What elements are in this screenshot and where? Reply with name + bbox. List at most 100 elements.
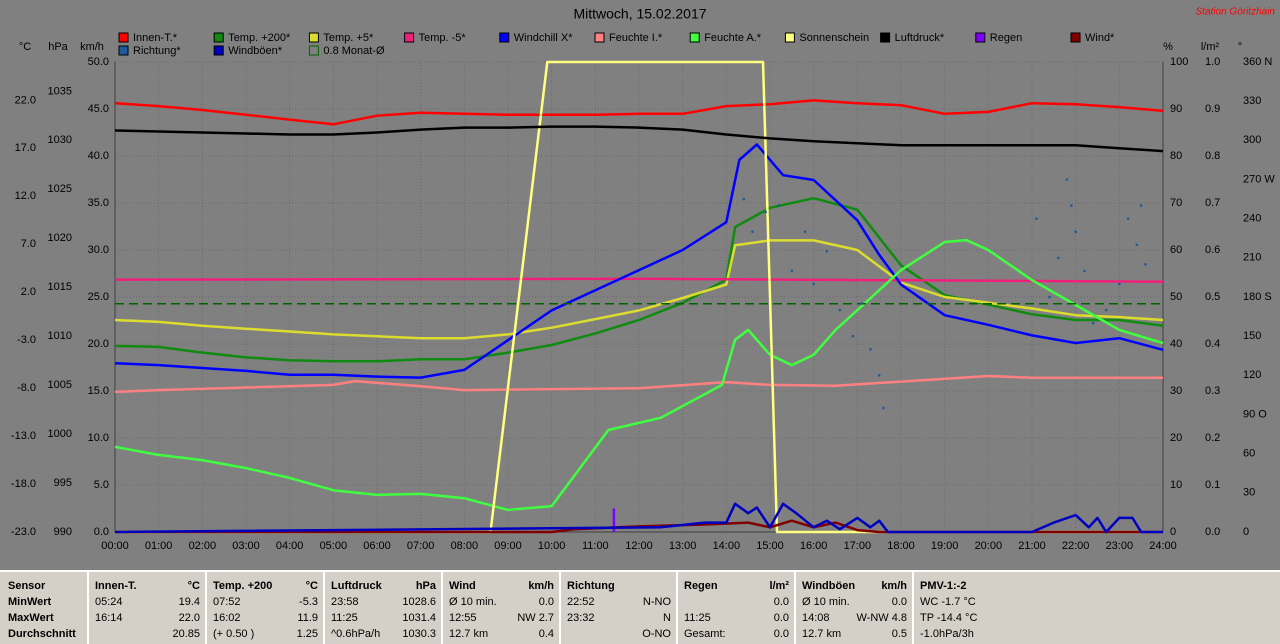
y-tick-label: 35.0 xyxy=(88,197,109,209)
legend-label: Windböen* xyxy=(228,45,283,57)
x-tick-label: 23:00 xyxy=(1106,540,1134,552)
table-cell: 05:24 xyxy=(95,596,123,608)
table-cell: ^0.6hPa/h xyxy=(331,628,380,640)
direction-point xyxy=(1144,263,1147,266)
x-tick-label: 20:00 xyxy=(975,540,1003,552)
direction-point xyxy=(1135,243,1139,247)
table-cell: 0.0 xyxy=(774,596,789,608)
table-cell: 23:58 xyxy=(331,596,359,608)
y-tick-label: 30 xyxy=(1243,487,1255,499)
direction-point xyxy=(838,308,842,312)
table-cell: Innen-T. xyxy=(95,580,137,592)
y-tick-label: 20 xyxy=(1170,432,1182,444)
table-cell: 16:02 xyxy=(213,612,241,624)
direction-point xyxy=(1065,178,1069,181)
table-cell: Temp. +200 xyxy=(213,580,272,592)
table-cell: MaxWert xyxy=(8,612,54,624)
y-tick-label: 5.0 xyxy=(94,479,109,491)
y-tick-label: 0.1 xyxy=(1205,479,1220,491)
table-cell: 0.0 xyxy=(774,612,789,624)
direction-point xyxy=(877,374,881,377)
direction-point xyxy=(1104,308,1108,312)
y-tick-label: -13.0 xyxy=(11,430,36,442)
table-cell: hPa xyxy=(416,580,437,592)
table-cell: O-NO xyxy=(642,628,671,640)
y-tick-label: 25.0 xyxy=(88,291,109,303)
table-cell: Gesamt: xyxy=(684,628,726,640)
y-tick-label: 150 xyxy=(1243,330,1261,342)
table-cell: 19.4 xyxy=(179,596,200,608)
y-tick-label: 0.0 xyxy=(1205,526,1220,538)
direction-point xyxy=(882,406,885,410)
table-cell: TP -14.4 °C xyxy=(920,612,977,624)
table-cell: 1031.4 xyxy=(402,612,436,624)
table-cell: Wind xyxy=(449,580,476,592)
direction-point xyxy=(1126,217,1130,220)
y-tick-label: 0 xyxy=(1243,526,1249,538)
table-cell: PMV-1:-2 xyxy=(920,580,966,592)
y-tick-label: 30.0 xyxy=(88,244,109,256)
direction-point xyxy=(869,347,872,351)
y-tick-label: 60 xyxy=(1170,244,1182,256)
y-tick-label: 0.2 xyxy=(1205,432,1220,444)
series-line xyxy=(114,238,1164,512)
table-cell: °C xyxy=(188,580,200,592)
y-tick-label: 180 S xyxy=(1243,291,1272,303)
y-tick-label: 210 xyxy=(1243,252,1261,264)
y-tick-label: 0.3 xyxy=(1205,385,1220,397)
direction-point xyxy=(1139,204,1143,207)
direction-point xyxy=(812,282,815,286)
y-tick-label: 10.0 xyxy=(88,432,109,444)
x-tick-label: 00:00 xyxy=(101,540,129,552)
table-background xyxy=(0,572,1280,644)
x-tick-label: 07:00 xyxy=(407,540,435,552)
axis-unit: ° xyxy=(1238,41,1242,53)
table-cell: -5.3 xyxy=(299,596,318,608)
x-tick-label: 17:00 xyxy=(844,540,872,552)
legend-swatch xyxy=(499,32,510,43)
y-tick-label: 30 xyxy=(1170,385,1182,397)
table-cell: N-NO xyxy=(643,596,672,608)
direction-point xyxy=(1118,282,1121,286)
table-cell: 22:52 xyxy=(567,596,595,608)
table-cell: 11:25 xyxy=(331,612,358,624)
table-cell: 1030.3 xyxy=(402,628,436,640)
table-cell: 07:52 xyxy=(213,596,241,608)
axis-unit: hPa xyxy=(48,41,68,53)
y-tick-label: 20.0 xyxy=(88,338,109,350)
direction-point xyxy=(764,210,767,214)
x-tick-label: 04:00 xyxy=(276,540,304,552)
legend-label: Innen-T.* xyxy=(133,32,178,44)
legend-swatch xyxy=(308,45,319,56)
table-cell: W-NW 4.8 xyxy=(856,612,907,624)
direction-point xyxy=(860,302,863,305)
table-cell: 1028.6 xyxy=(402,596,436,608)
series-line xyxy=(114,374,1163,394)
table-cell: -1.0hPa/3h xyxy=(920,628,974,640)
x-tick-label: 13:00 xyxy=(669,540,697,552)
legend-swatch xyxy=(308,32,319,43)
legend-label: Temp. +5* xyxy=(323,32,374,44)
table-cell: Durchschnitt xyxy=(8,628,76,640)
x-tick-label: 10:00 xyxy=(538,540,566,552)
table-cell: 0.0 xyxy=(539,596,554,608)
y-tick-label: 0.8 xyxy=(1205,150,1220,162)
direction-point xyxy=(825,250,829,253)
y-tick-label: -3.0 xyxy=(17,334,36,346)
y-tick-label: -18.0 xyxy=(11,478,36,490)
chart-title: Mittwoch, 15.02.2017 xyxy=(573,6,706,22)
direction-point xyxy=(1083,269,1086,273)
direction-point xyxy=(777,204,781,207)
y-tick-label: 50 xyxy=(1170,291,1182,303)
y-tick-label: 0.7 xyxy=(1205,197,1220,209)
table-cell: 0.5 xyxy=(892,628,907,640)
y-tick-label: 40 xyxy=(1170,338,1182,350)
y-tick-label: 12.0 xyxy=(15,190,36,202)
legend-label: Windchill X* xyxy=(514,32,573,44)
y-tick-label: 17.0 xyxy=(15,142,36,154)
direction-point xyxy=(1070,204,1073,207)
x-tick-label: 09:00 xyxy=(494,540,522,552)
direction-point xyxy=(1074,230,1077,234)
table-cell: km/h xyxy=(881,580,907,592)
direction-point xyxy=(1035,217,1038,220)
